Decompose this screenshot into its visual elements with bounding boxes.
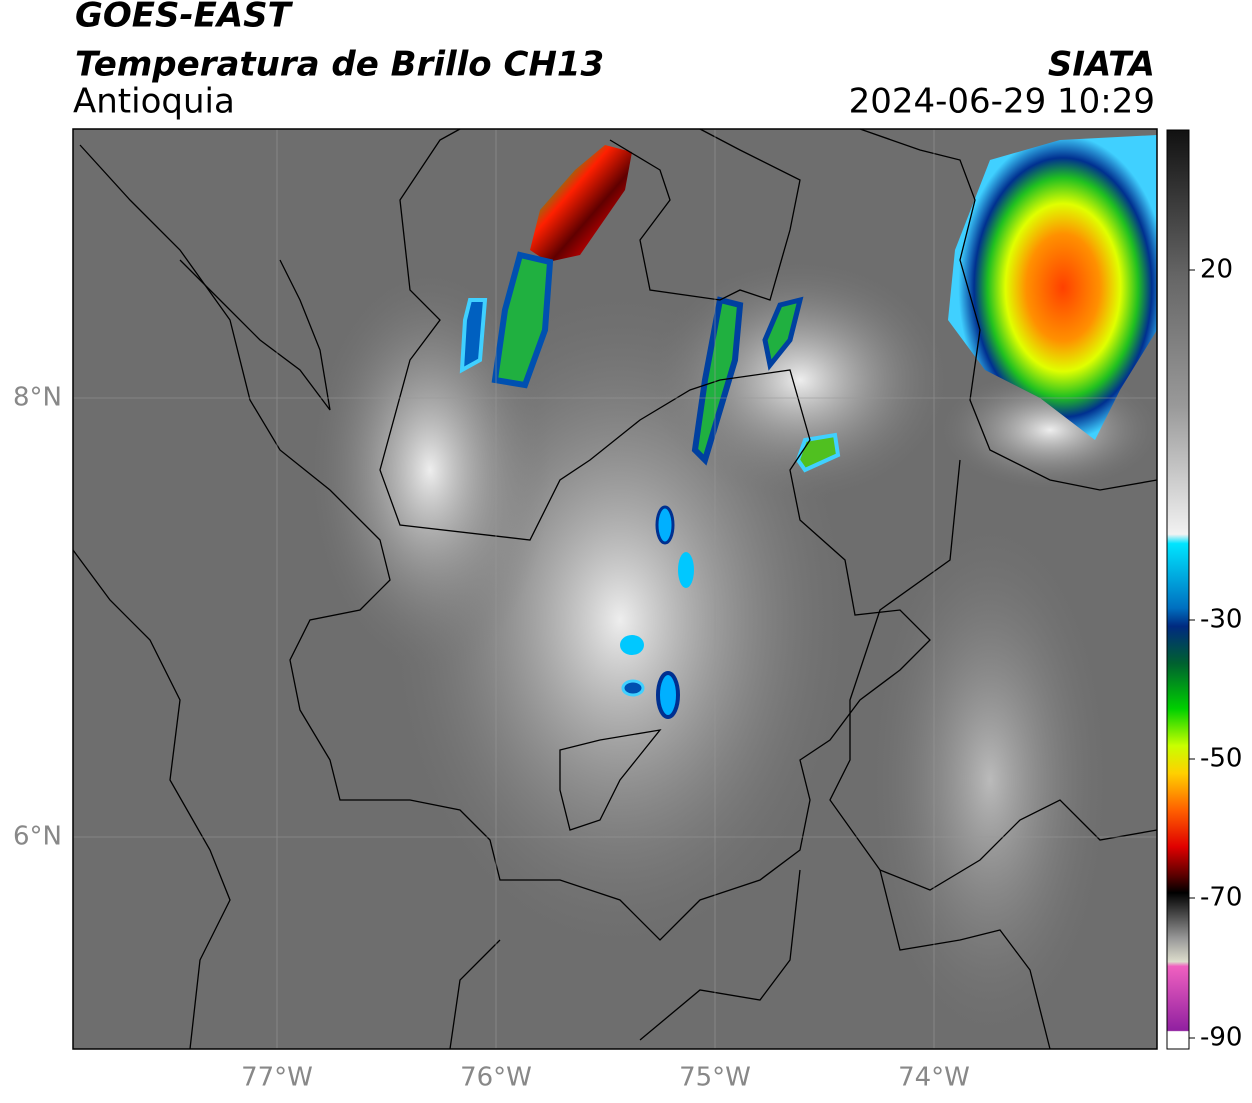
boundaries — [72, 128, 1158, 1050]
subtitle: Temperatura de Brillo CH13 — [75, 45, 604, 85]
lat-label: 8°N — [13, 383, 62, 413]
cloud-field — [870, 520, 1110, 1040]
colorbar: 20 -30 -50 -70 -90 — [1166, 129, 1242, 1053]
storm-cell — [678, 552, 694, 588]
datetime: 2024-06-29 10:29 — [849, 82, 1155, 122]
storm-cell — [491, 251, 554, 389]
colorbar-label: -90 — [1200, 1023, 1242, 1053]
storm-cell — [655, 505, 675, 545]
storm-cell — [620, 635, 644, 655]
colorbar-label: -70 — [1200, 883, 1242, 913]
colorbar-label: -30 — [1200, 605, 1242, 635]
map — [72, 128, 1160, 1050]
region: Antioquia — [73, 82, 235, 122]
lon-label: 76°W — [460, 1063, 532, 1093]
lon-label: 75°W — [679, 1063, 751, 1093]
title: GOES-EAST — [75, 0, 294, 36]
colorbar-ticks — [1189, 269, 1195, 1039]
storm-cell — [656, 671, 680, 719]
colorbar-scale — [1166, 129, 1190, 1050]
storm-cell — [762, 296, 804, 371]
cloud-field — [310, 270, 550, 670]
map-frame — [72, 128, 1158, 1050]
colorbar-label: -50 — [1200, 744, 1242, 774]
storm-cell — [459, 298, 488, 374]
graticule — [73, 129, 1157, 1049]
storm-cell — [530, 145, 632, 262]
source: SIATA — [1048, 45, 1155, 85]
storm-cell — [948, 135, 1157, 440]
lon-label: 77°W — [241, 1063, 313, 1093]
storm-cell — [621, 679, 645, 697]
lon-label: 74°W — [898, 1063, 970, 1093]
lat-label: 6°N — [13, 822, 62, 852]
colorbar-label: 20 — [1200, 255, 1233, 285]
storm-cell — [691, 296, 744, 466]
